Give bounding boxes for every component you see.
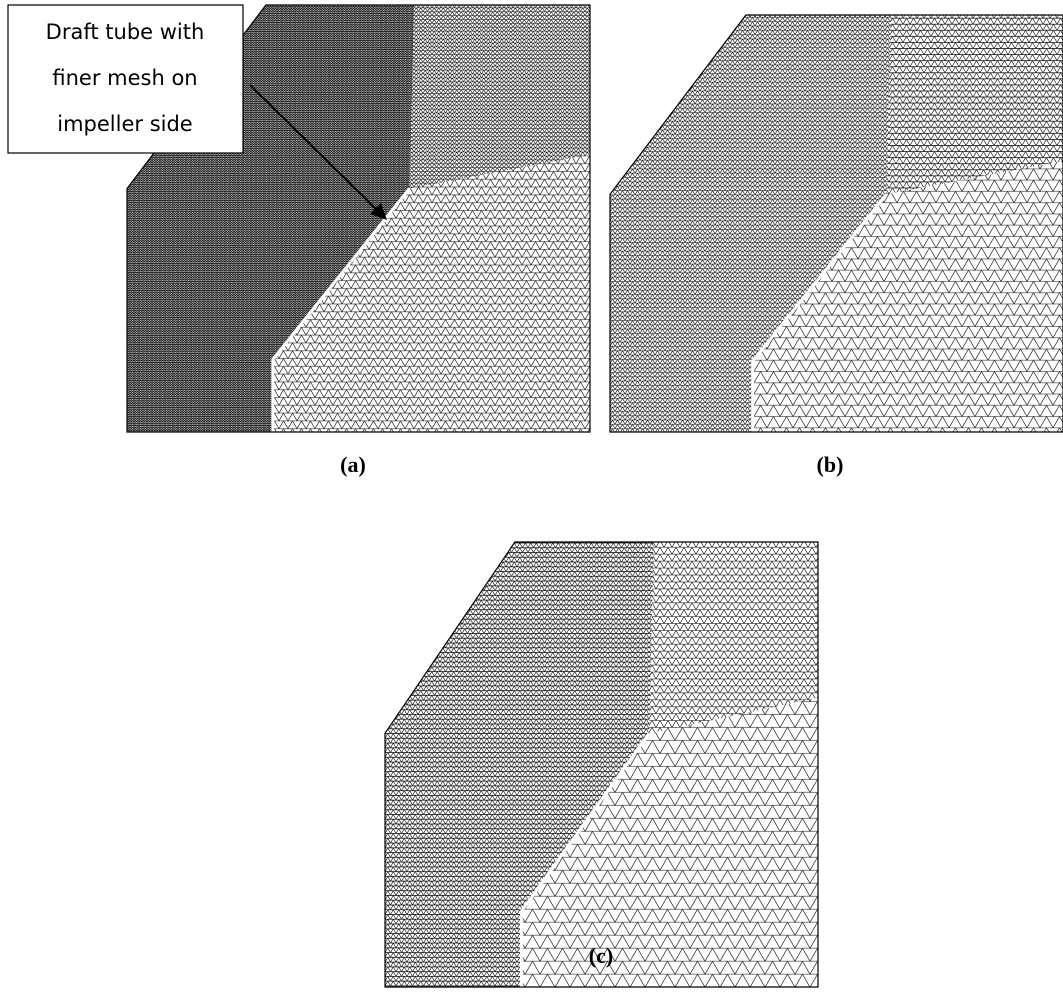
mesh-panel xyxy=(385,542,818,987)
annotation-line: finer mesh on xyxy=(52,66,197,90)
mesh-panel xyxy=(610,15,1063,432)
figure: Draft tube with finer mesh on impeller s… xyxy=(0,0,1063,992)
panel-label: (b) xyxy=(817,452,844,477)
annotation-line: Draft tube with xyxy=(46,20,205,44)
annotation-line: impeller side xyxy=(57,112,192,136)
panel-label: (c) xyxy=(589,943,613,968)
panel-label: (a) xyxy=(340,452,366,477)
